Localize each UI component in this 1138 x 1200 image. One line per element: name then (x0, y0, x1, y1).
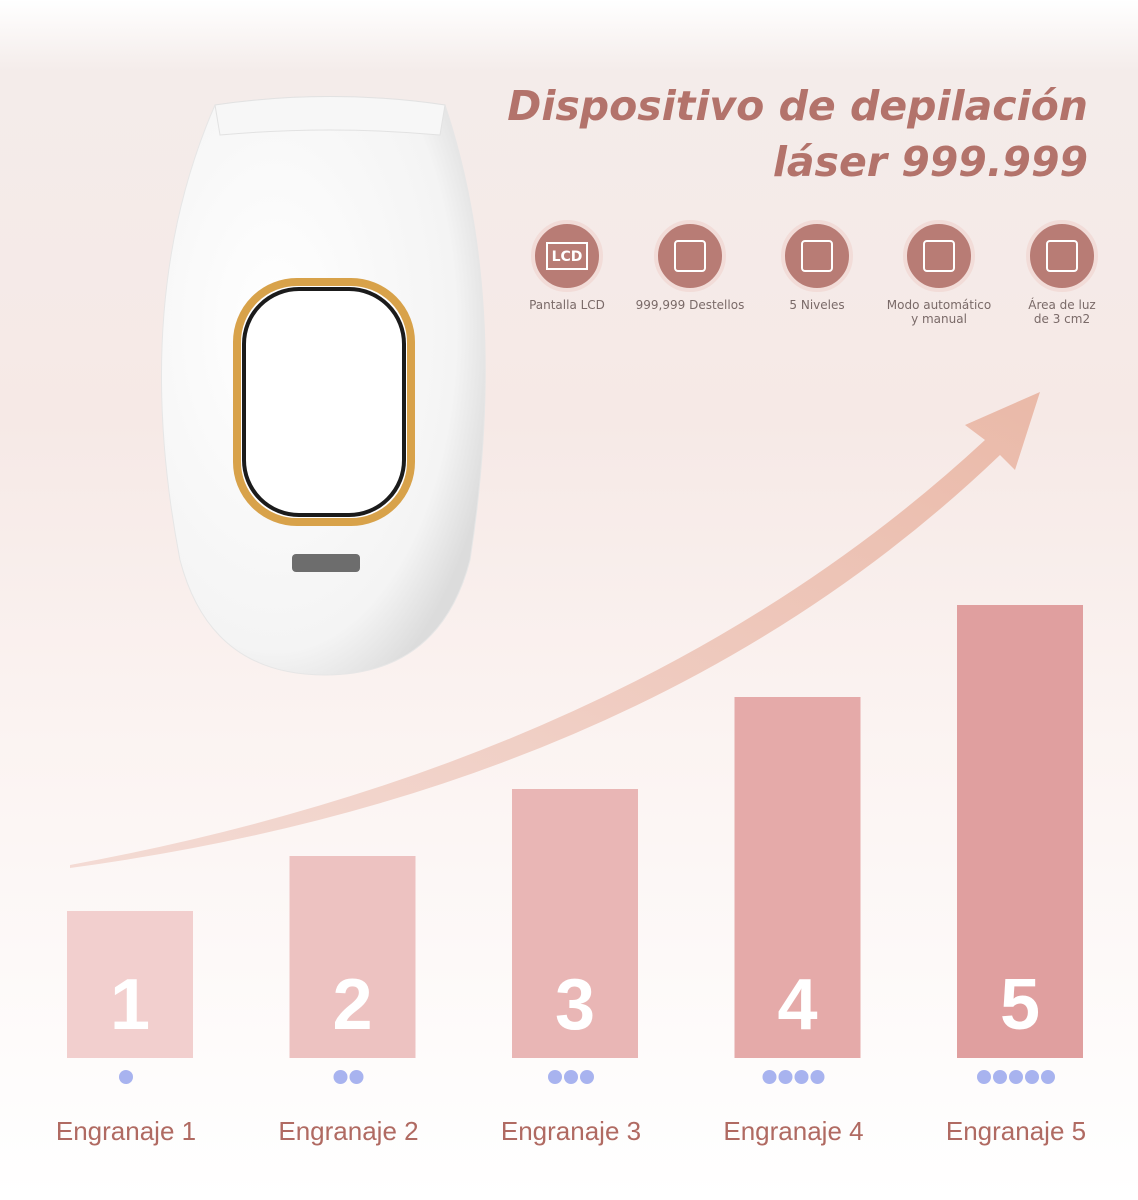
level-dot (580, 1070, 594, 1084)
feature-label: 5 Niveles (789, 298, 844, 312)
icon-glyph (674, 240, 706, 272)
level-dot (349, 1070, 364, 1084)
feature-label: Pantalla LCD (529, 298, 605, 312)
feature-icon (531, 220, 603, 292)
level-number: 3 (555, 965, 595, 1045)
level-dot (810, 1070, 825, 1084)
level-dot (119, 1070, 133, 1084)
icon-frame (546, 242, 588, 270)
icon-glyph (1046, 240, 1078, 272)
device (160, 96, 486, 676)
level-dot (778, 1070, 793, 1084)
level-number: 1 (110, 965, 150, 1045)
level-bar (734, 697, 861, 1058)
feature-label: 999,999 Destellos (636, 298, 745, 312)
level-label: Engranaje 3 (501, 1116, 641, 1146)
level-label: Engranaje 1 (56, 1116, 196, 1146)
feature-label: de 3 cm2 (1034, 312, 1090, 326)
level-number: 2 (332, 965, 372, 1045)
feature-label: y manual (911, 312, 967, 326)
level-dot (977, 1070, 991, 1084)
level-dot (333, 1070, 348, 1084)
icon-glyph (801, 240, 833, 272)
level-dot (794, 1070, 809, 1084)
title: láser 999.999 (773, 138, 1088, 186)
level-bar (957, 605, 1083, 1058)
level-dot (762, 1070, 777, 1084)
level-number: 5 (1000, 965, 1040, 1045)
feature-icon (1026, 220, 1098, 292)
feature-icon (781, 220, 853, 292)
level-dot (1025, 1070, 1039, 1084)
level-dot (1041, 1070, 1055, 1084)
feature-icon (903, 220, 975, 292)
level-bar (67, 911, 193, 1058)
level-dot (564, 1070, 578, 1084)
level-label: Engranaje 2 (278, 1116, 418, 1146)
feature-label: Área de luz (1028, 297, 1095, 312)
level-label: Engranaje 5 (946, 1116, 1086, 1146)
level-label: Engranaje 4 (723, 1116, 863, 1146)
icon-glyph (923, 240, 955, 272)
title: Dispositivo de depilación (507, 82, 1088, 130)
level-dot (993, 1070, 1007, 1084)
level-bar (289, 856, 416, 1058)
level-number: 4 (777, 965, 817, 1045)
feature-label: Modo automático (887, 298, 992, 312)
level-bar (512, 789, 638, 1058)
level-dot (1009, 1070, 1023, 1084)
icon-text: LCD (552, 249, 583, 265)
level-dot (548, 1070, 562, 1084)
feature-icon (654, 220, 726, 292)
